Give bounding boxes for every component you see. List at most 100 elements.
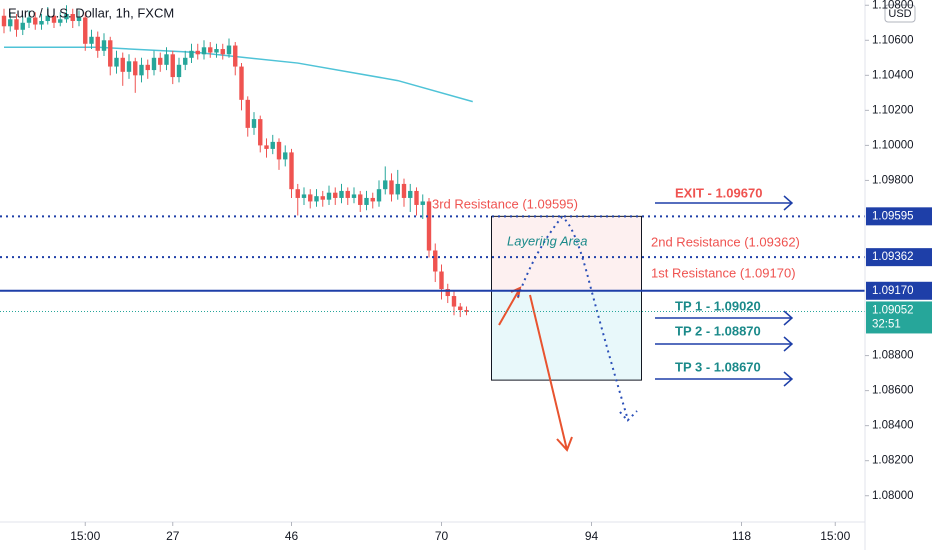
candle-body — [208, 47, 213, 53]
candle-body — [258, 119, 263, 146]
annotation: Layering Area — [507, 233, 587, 248]
currency[interactable]: USD — [888, 8, 911, 20]
candle-body — [126, 61, 132, 72]
candle-body — [420, 201, 425, 205]
y-tick-label: 1.10200 — [872, 104, 914, 116]
tp-arrow — [655, 336, 794, 352]
candle-body — [26, 17, 32, 23]
moving-average — [4, 46, 473, 103]
candle-body — [158, 57, 163, 65]
candle-body — [176, 64, 182, 78]
candle-body — [451, 296, 457, 307]
y-tick-label: 1.08400 — [872, 420, 914, 432]
plot-area — [1, 5, 642, 381]
candle-body — [239, 66, 244, 100]
candle-body — [170, 54, 175, 78]
annotation: TP 3 - 1.08670 — [675, 359, 761, 374]
y-tick-label: 1.08200 — [872, 455, 914, 467]
level-tag — [866, 281, 932, 300]
candle-body — [214, 49, 219, 53]
y-tick-label: 1.10600 — [872, 34, 914, 46]
candle-body — [95, 36, 100, 51]
candle-body — [270, 141, 275, 149]
candle-body — [1, 15, 7, 27]
candle-body — [145, 64, 150, 71]
candle-body — [108, 40, 113, 67]
zone-lower — [491, 290, 642, 381]
candle-body — [39, 21, 44, 25]
annotation: 1st Resistance (1.09170) — [651, 265, 796, 280]
y-tick-label: 1.09800 — [872, 174, 914, 186]
annotation: TP 2 - 1.08870 — [675, 323, 761, 338]
level-tag — [866, 207, 932, 226]
candle-body — [183, 57, 188, 65]
candle-body — [151, 57, 157, 71]
candle-body — [464, 310, 469, 312]
candle-body — [201, 47, 207, 55]
candle-body — [295, 189, 300, 198]
candle-body — [70, 14, 75, 22]
candle-body — [314, 196, 319, 202]
candle-body — [426, 201, 432, 251]
candle-body — [64, 14, 69, 20]
y-tick-label: 1.10800 — [872, 0, 914, 11]
candle-body — [14, 19, 19, 30]
candle-body — [8, 19, 13, 27]
x-tick-label: 27 — [166, 529, 180, 543]
projection-path — [517, 215, 638, 422]
candle-body — [364, 197, 369, 205]
level-tag — [866, 248, 932, 267]
candle-body — [189, 50, 194, 58]
currency-button[interactable] — [884, 4, 916, 23]
y-tick-label: 1.08800 — [872, 350, 914, 362]
x-tick-label: 15:00 — [820, 529, 850, 543]
zone-frame — [491, 215, 642, 381]
tp-arrow — [655, 371, 794, 387]
candle-body — [376, 189, 382, 202]
x-tick-label: 94 — [585, 529, 599, 543]
candle-body — [45, 15, 50, 22]
candle-body — [408, 190, 413, 198]
y-tick-label: 1.08600 — [872, 385, 914, 397]
level-tag-label: 1.09362 — [872, 251, 914, 263]
arrow-down — [529, 294, 573, 452]
candle-body — [370, 197, 375, 202]
candle-body — [358, 194, 363, 205]
last-price-tag — [866, 301, 932, 334]
candle-body — [245, 99, 250, 128]
candle-body — [326, 192, 332, 200]
candle-body — [433, 250, 438, 272]
candle-body — [308, 194, 313, 202]
candle-body — [226, 45, 232, 55]
candle-body — [101, 40, 107, 51]
tp-arrow — [655, 310, 794, 326]
annotation: EXIT - 1.09670 — [675, 185, 762, 200]
candle-body — [351, 194, 357, 198]
last-price-label: 1.09052 — [872, 304, 914, 316]
candle-body — [414, 190, 419, 205]
candle-body — [139, 64, 144, 76]
annotation: TP 1 - 1.09020 — [675, 298, 761, 313]
overlay — [0, 215, 865, 312]
candle-body — [120, 57, 125, 72]
candle-body — [333, 192, 338, 198]
candle-body — [133, 61, 138, 76]
candle-body — [89, 36, 94, 44]
candle-body — [439, 271, 444, 290]
candle-body — [276, 141, 282, 160]
candle-body — [164, 54, 169, 65]
candle-body — [445, 289, 450, 297]
zone-upper — [491, 216, 642, 291]
y-tick-label: 1.10400 — [872, 69, 914, 81]
annotation: 3rd Resistance (1.09595) — [432, 196, 578, 211]
candle-body — [458, 306, 463, 311]
candle-body — [83, 17, 88, 44]
candle-body — [58, 19, 63, 23]
level-tag-label: 1.09595 — [872, 210, 914, 222]
countdown: 32:51 — [872, 318, 901, 330]
candle-body — [233, 45, 238, 67]
level-tag-label: 1.09170 — [872, 285, 914, 297]
candle-body — [289, 152, 294, 190]
candle-body — [401, 183, 407, 198]
